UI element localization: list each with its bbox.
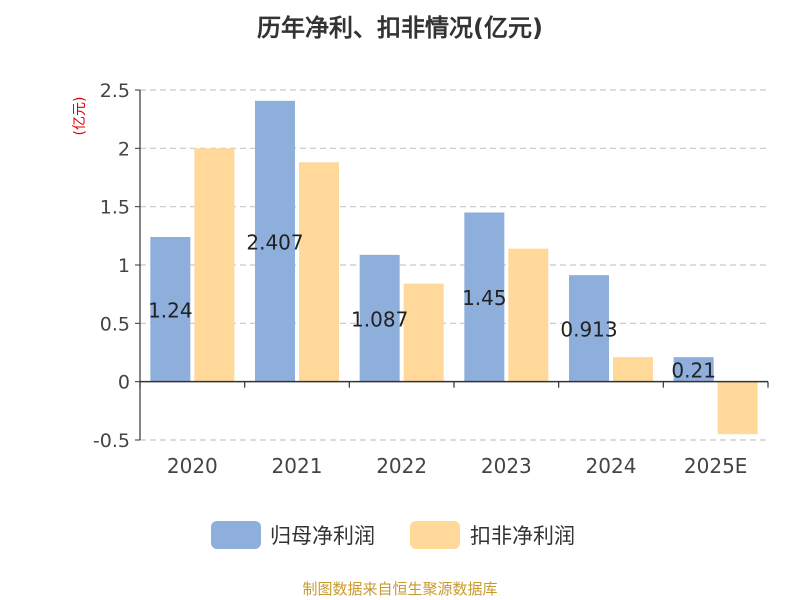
bar-deducted-profit[interactable] <box>508 248 549 382</box>
bar-deducted-profit[interactable] <box>403 283 444 382</box>
y-tick-label: -0.5 <box>93 430 130 452</box>
x-tick-label: 2022 <box>376 454 427 478</box>
grid-lines <box>140 89 768 441</box>
legend-swatch[interactable] <box>211 521 261 549</box>
data-label: 2.407 <box>246 230 303 254</box>
data-label: 1.087 <box>351 307 408 331</box>
y-tick-label: 0 <box>118 372 130 394</box>
x-tick-label: 2023 <box>481 454 532 478</box>
bar-deducted-profit[interactable] <box>613 357 653 382</box>
bar-net-profit[interactable] <box>150 237 191 382</box>
y-axis-title: (亿元) <box>72 97 88 136</box>
x-tick-label: 2024 <box>586 454 637 478</box>
x-tick-label: 2020 <box>167 454 218 478</box>
data-labels: 1.24 2.407 1.087 1.45 0.913 0.21 <box>148 230 716 382</box>
y-tick-label: 2.5 <box>100 80 130 102</box>
y-tick-label: 0.5 <box>100 313 130 335</box>
legend-swatch[interactable] <box>410 521 460 549</box>
y-tick-label: 1 <box>118 255 130 277</box>
legend[interactable]: 归母净利润 扣非净利润 <box>211 521 575 549</box>
legend-label[interactable]: 扣非净利润 <box>470 524 575 548</box>
legend-label[interactable]: 归母净利润 <box>270 524 375 548</box>
chart-title: 历年净利、扣非情况(亿元) <box>257 14 543 42</box>
bar-net-profit[interactable] <box>359 254 400 382</box>
bar-net-profit[interactable] <box>255 100 295 382</box>
x-tick-label: 2021 <box>272 454 323 478</box>
axes: -0.5 0 0.5 1 1.5 2 2.5 (亿元) 2020 2021 2022 2023 2024… <box>72 80 769 478</box>
data-label: 1.24 <box>148 298 193 322</box>
data-label: 0.913 <box>560 317 617 341</box>
bars <box>150 100 758 435</box>
bar-net-profit[interactable] <box>569 275 609 382</box>
bar-net-profit[interactable] <box>673 357 714 382</box>
data-label: 1.45 <box>462 286 507 310</box>
x-tick-label: 2025E <box>684 454 748 478</box>
y-tick-label: 1.5 <box>100 197 130 219</box>
bar-deducted-profit[interactable] <box>717 381 758 435</box>
y-tick-label: 2 <box>118 138 130 160</box>
bar-deducted-profit[interactable] <box>299 162 339 382</box>
source-note: 制图数据来自恒生聚源数据库 <box>302 580 498 598</box>
bar-net-profit[interactable] <box>464 212 505 382</box>
bar-deducted-profit[interactable] <box>194 148 235 382</box>
data-label: 0.21 <box>671 358 716 382</box>
